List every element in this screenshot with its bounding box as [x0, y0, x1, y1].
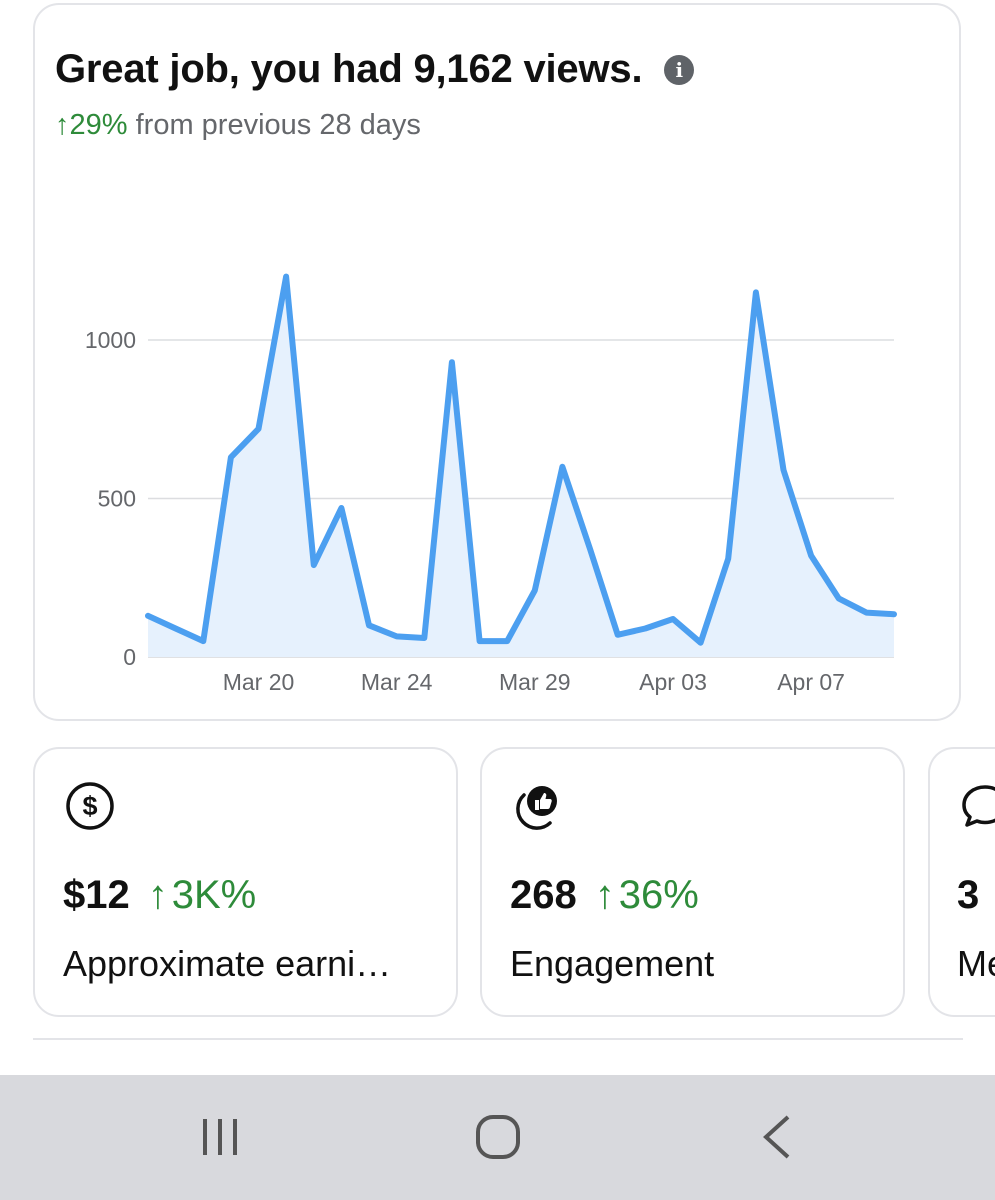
views-data-point [311, 562, 317, 568]
views-data-point [698, 640, 704, 646]
engagement-value: 268 [510, 873, 577, 917]
comment-bubble-icon [962, 785, 995, 827]
y-tick-label: 0 [123, 644, 136, 670]
views-change-value: ↑29% [55, 109, 128, 141]
earnings-change-arrow: ↑ [147, 873, 168, 917]
views-data-point [283, 274, 289, 280]
views-title-row: Great job, you had 9,162 views. i [55, 47, 695, 92]
views-data-point [421, 635, 427, 641]
chart-y-ticks: 0 500 1000 [85, 327, 136, 670]
engagement-like-icon [516, 786, 557, 830]
views-data-point [863, 610, 869, 616]
views-card: Great job, you had 9,162 views. i ↑29% f… [33, 3, 961, 721]
engagement-change-value: 36% [618, 873, 699, 917]
comments-value: 3 [957, 873, 980, 917]
views-data-point [366, 622, 372, 628]
recents-icon[interactable] [185, 1105, 255, 1169]
engagement-card[interactable] [480, 747, 905, 1017]
engagement-value-row: 268 ↑ 36% [510, 873, 699, 918]
home-icon[interactable] [463, 1105, 533, 1169]
section-divider [33, 1038, 963, 1040]
x-tick-label: Mar 24 [361, 669, 433, 695]
x-tick-label: Apr 03 [639, 669, 707, 695]
views-chart: 0 500 1000 Mar 20 Mar 24 Mar 29 Apr 03 Apr 07 [85, 273, 897, 695]
svg-text:$: $ [82, 791, 97, 821]
views-data-point [836, 595, 842, 601]
views-data-point [808, 553, 814, 559]
earnings-label: Approximate earni… [63, 943, 392, 984]
views-series-line [145, 273, 897, 646]
views-change-suffix: from previous 28 days [127, 109, 421, 141]
chart-area-layer [145, 273, 897, 657]
engagement-change: ↑ 36% [595, 873, 699, 918]
views-data-point [228, 454, 234, 460]
views-data-point [559, 464, 565, 470]
views-data-point [173, 626, 179, 632]
views-data-point [781, 467, 787, 473]
views-data-point [670, 616, 676, 622]
info-icon[interactable]: i [664, 54, 695, 85]
views-data-point [615, 632, 621, 638]
chart-x-ticks: Mar 20 Mar 24 Mar 29 Apr 03 Apr 07 [223, 669, 845, 695]
system-nav-bar [0, 1075, 995, 1200]
views-data-point [338, 505, 344, 511]
earnings-value: $12 [63, 873, 130, 917]
engagement-change-arrow: ↑ [594, 873, 615, 917]
views-data-point [449, 359, 455, 365]
views-data-point [587, 546, 593, 552]
engagement-label: Engagement [510, 943, 715, 984]
dollar-circle-icon: $ [66, 782, 114, 830]
views-data-point [642, 626, 648, 632]
back-icon[interactable] [742, 1105, 812, 1169]
views-data-point [256, 426, 262, 432]
earnings-change: ↑ 3K% [148, 873, 257, 918]
views-headline: Great job, you had 9,162 views. [55, 47, 643, 91]
views-change-row: ↑29% from previous 28 days [55, 109, 421, 142]
y-tick-label: 1000 [85, 327, 136, 353]
views-data-point [725, 556, 731, 562]
y-tick-label: 500 [98, 486, 136, 512]
views-data-point [145, 613, 151, 619]
views-data-point [200, 638, 206, 644]
x-tick-label: Mar 20 [223, 669, 295, 695]
views-data-point [891, 611, 897, 617]
comments-card[interactable] [928, 747, 995, 1017]
earnings-card[interactable]: $ [33, 747, 458, 1017]
comments-value-row: 3 [957, 873, 979, 918]
views-area-fill [148, 276, 894, 657]
x-tick-label: Mar 29 [499, 669, 571, 695]
views-data-point [477, 638, 483, 644]
views-data-point [753, 289, 759, 295]
views-data-point [504, 638, 510, 644]
views-data-point [532, 587, 538, 593]
earnings-value-row: $12 ↑ 3K% [63, 873, 256, 918]
x-tick-label: Apr 07 [777, 669, 845, 695]
earnings-change-value: 3K% [171, 873, 257, 917]
comments-label: Me [957, 943, 995, 984]
views-data-point [394, 633, 400, 639]
